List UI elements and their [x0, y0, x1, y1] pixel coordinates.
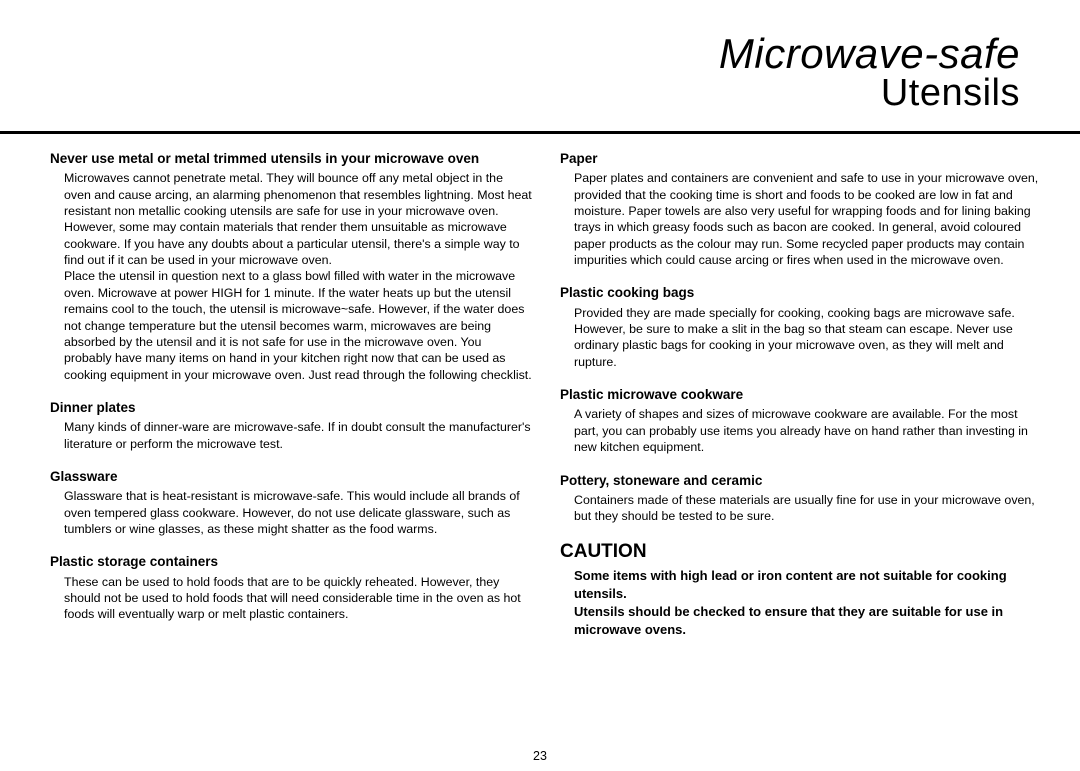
caution-body: Some items with high lead or iron conten…: [560, 567, 1042, 640]
section: Plastic cooking bags Provided they are m…: [560, 284, 1042, 370]
section-heading: Paper: [560, 150, 1042, 168]
section-heading: Never use metal or metal trimmed utensil…: [50, 150, 532, 168]
section-body: Paper plates and containers are convenie…: [560, 170, 1042, 268]
right-column: Paper Paper plates and containers are co…: [560, 150, 1042, 639]
section: Dinner plates Many kinds of dinner-ware …: [50, 399, 532, 452]
section-body: Provided they are made specially for coo…: [560, 305, 1042, 371]
section-body: Many kinds of dinner-ware are microwave-…: [50, 419, 532, 452]
caution-heading: CAUTION: [560, 541, 1042, 563]
section-heading: Plastic cooking bags: [560, 284, 1042, 302]
section-body: A variety of shapes and sizes of microwa…: [560, 406, 1042, 455]
section-body: Glassware that is heat-resistant is micr…: [50, 488, 532, 537]
content-columns: Never use metal or metal trimmed utensil…: [0, 134, 1080, 639]
section: Pottery, stoneware and ceramic Container…: [560, 472, 1042, 525]
caution-section: CAUTION Some items with high lead or iro…: [560, 541, 1042, 640]
section: Plastic microwave cookware A variety of …: [560, 386, 1042, 455]
title-regular: Utensils: [0, 72, 1020, 115]
section-heading: Plastic storage containers: [50, 553, 532, 571]
left-column: Never use metal or metal trimmed utensil…: [50, 150, 532, 639]
page-header: Microwave-safe Utensils: [0, 0, 1080, 125]
section: Glassware Glassware that is heat-resista…: [50, 468, 532, 537]
section-heading: Pottery, stoneware and ceramic: [560, 472, 1042, 490]
section: Plastic storage containers These can be …: [50, 553, 532, 622]
section-heading: Plastic microwave cookware: [560, 386, 1042, 404]
section-heading: Dinner plates: [50, 399, 532, 417]
section-body: Microwaves cannot penetrate metal. They …: [50, 170, 532, 383]
section-body: Containers made of these materials are u…: [560, 492, 1042, 525]
section: Paper Paper plates and containers are co…: [560, 150, 1042, 268]
title-italic: Microwave-safe: [0, 30, 1020, 78]
section-heading: Glassware: [50, 468, 532, 486]
page-number: 23: [0, 749, 1080, 763]
section-body: These can be used to hold foods that are…: [50, 574, 532, 623]
section: Never use metal or metal trimmed utensil…: [50, 150, 532, 383]
